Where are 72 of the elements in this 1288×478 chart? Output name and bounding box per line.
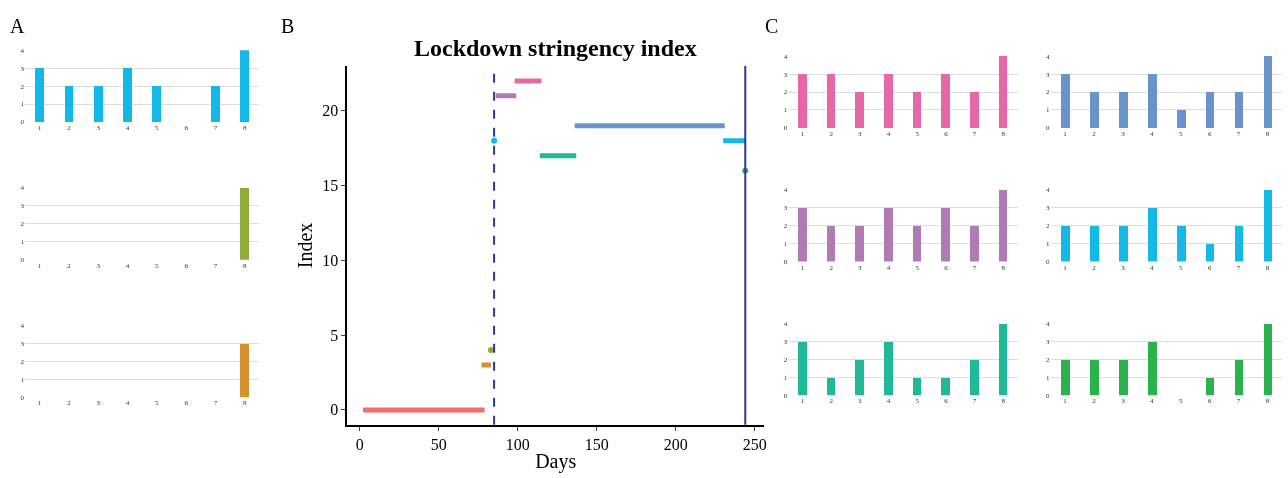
bar [1147, 207, 1157, 262]
text: A [10, 15, 25, 37]
text: B [281, 15, 295, 37]
bar [827, 225, 836, 262]
bar [913, 377, 922, 396]
bar [1118, 225, 1128, 262]
bar [151, 86, 161, 122]
x-tick-label: 50 [430, 435, 447, 453]
bar [798, 74, 808, 128]
bar [1060, 225, 1070, 262]
y-tick-label: 20 [322, 102, 339, 120]
bar [1176, 225, 1186, 262]
bar [884, 207, 894, 262]
bar [855, 225, 865, 262]
x-axis-title: Days [535, 449, 577, 473]
y-tick-label: 15 [322, 177, 339, 195]
bar [999, 323, 1008, 396]
y-axis-title: Index [294, 222, 317, 269]
bar [34, 68, 44, 122]
bar [941, 74, 951, 128]
bar [913, 225, 922, 262]
bar [970, 92, 980, 128]
bar [855, 359, 865, 396]
bar [1118, 359, 1128, 396]
bar [1263, 56, 1272, 128]
bar [1234, 92, 1243, 128]
x-tick-label: 0 [355, 435, 364, 453]
bar [798, 341, 808, 396]
chart-title: Lockdown stringency index [414, 35, 697, 61]
y-tick-label: 5 [330, 326, 339, 344]
x-tick-label: 250 [742, 435, 767, 453]
bar [970, 225, 980, 262]
bar [1147, 341, 1157, 396]
bar [93, 86, 103, 122]
bar [1176, 110, 1186, 128]
bar [1089, 225, 1099, 262]
bar [210, 86, 220, 122]
bar [1205, 243, 1214, 262]
bar [1118, 92, 1128, 128]
x-tick-label: 150 [584, 435, 609, 453]
bar [1060, 74, 1070, 128]
bar [941, 207, 951, 262]
y-tick-label: 10 [322, 251, 339, 269]
bar [884, 341, 894, 396]
text: C [765, 15, 779, 37]
bar [884, 74, 894, 128]
bar [827, 74, 836, 128]
bar [970, 359, 980, 396]
bar [1205, 377, 1214, 396]
bar [1089, 359, 1099, 396]
bar [1205, 92, 1214, 128]
bar [827, 377, 836, 396]
point [491, 137, 498, 144]
bar [1234, 359, 1243, 396]
x-tick-label: 200 [663, 435, 688, 453]
bar [913, 92, 922, 128]
point [487, 347, 494, 354]
bar [999, 56, 1008, 128]
bar [1089, 92, 1099, 128]
bar [999, 189, 1008, 262]
x-tick-label: 100 [505, 435, 530, 453]
bar [1263, 323, 1272, 396]
bar [122, 68, 132, 122]
bar [64, 86, 73, 122]
bar [1147, 74, 1157, 128]
bar [239, 50, 249, 122]
bar [1060, 359, 1070, 396]
bar [855, 92, 865, 128]
bar [798, 207, 808, 262]
bar [941, 377, 951, 396]
bar [1263, 189, 1272, 262]
bar [1234, 225, 1243, 262]
